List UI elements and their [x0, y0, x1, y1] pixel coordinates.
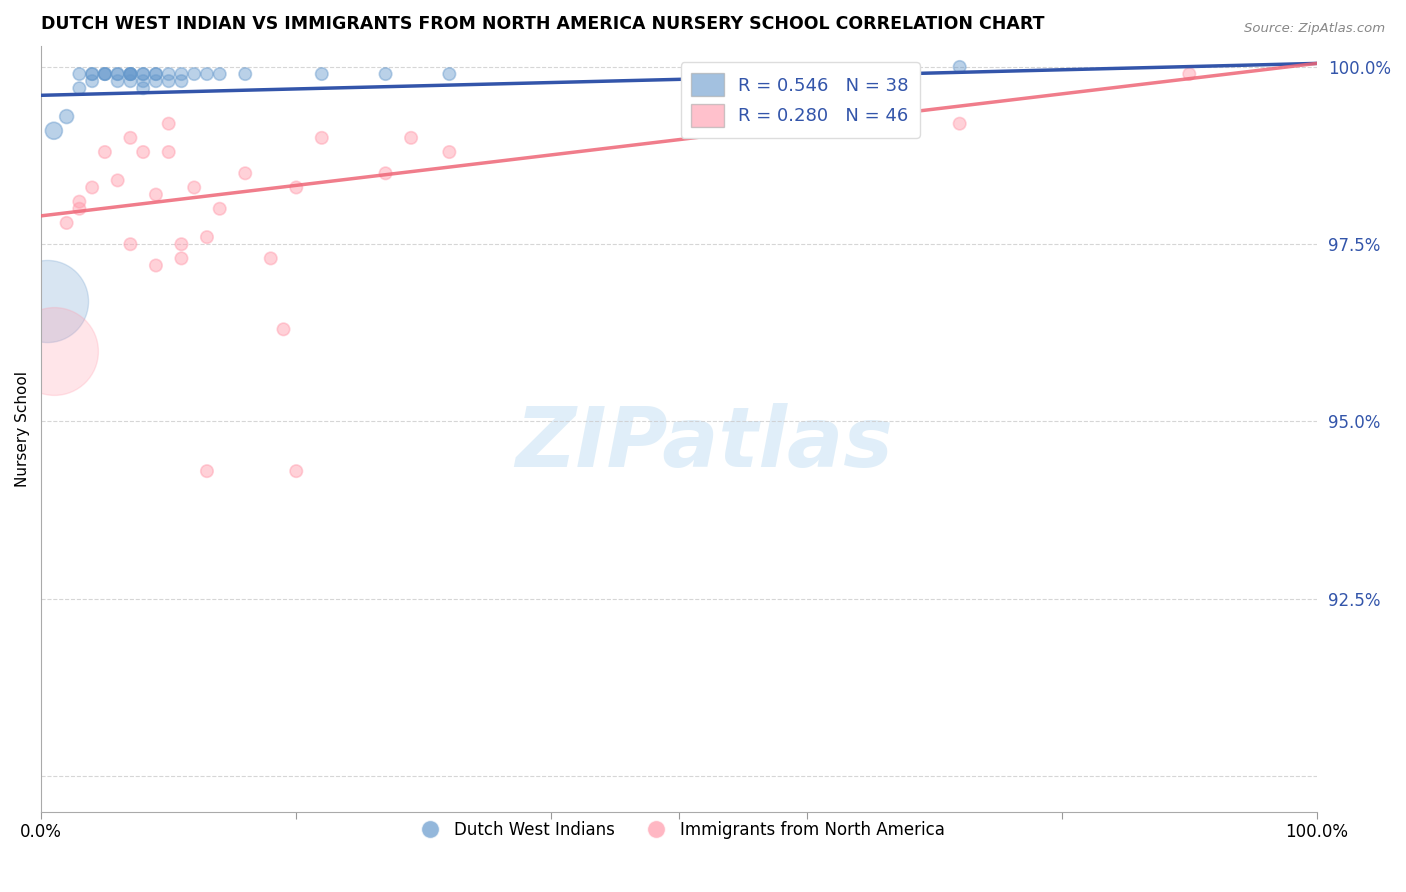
Point [157, 145, 180, 159]
Point [157, 74, 180, 88]
Point [233, 166, 256, 180]
Point [949, 117, 972, 131]
Point [195, 67, 218, 81]
Point [67, 194, 90, 209]
Point [145, 74, 167, 88]
Point [120, 67, 142, 81]
Point [170, 74, 193, 88]
Point [233, 67, 256, 81]
Point [94, 67, 117, 81]
Point [132, 74, 155, 88]
Point [783, 67, 806, 81]
Point [145, 259, 167, 273]
Point [94, 67, 117, 81]
Point [82, 67, 104, 81]
Point [120, 67, 142, 81]
Legend: Dutch West Indians, Immigrants from North America: Dutch West Indians, Immigrants from Nort… [406, 814, 950, 846]
Point [311, 131, 333, 145]
Point [399, 131, 422, 145]
Text: DUTCH WEST INDIAN VS IMMIGRANTS FROM NORTH AMERICA NURSERY SCHOOL CORRELATION CH: DUTCH WEST INDIAN VS IMMIGRANTS FROM NOR… [41, 15, 1045, 33]
Point [1178, 67, 1201, 81]
Point [82, 67, 104, 81]
Point [145, 67, 167, 81]
Point [374, 166, 396, 180]
Point [94, 145, 117, 159]
Point [285, 180, 308, 194]
Point [120, 74, 142, 88]
Point [157, 117, 180, 131]
Point [285, 464, 308, 478]
Point [42, 343, 65, 358]
Point [107, 67, 129, 81]
Point [170, 252, 193, 266]
Point [208, 67, 231, 81]
Point [120, 67, 142, 81]
Point [132, 145, 155, 159]
Point [107, 67, 129, 81]
Point [82, 180, 104, 194]
Point [107, 74, 129, 88]
Point [260, 252, 283, 266]
Point [439, 145, 461, 159]
Point [195, 230, 218, 244]
Point [949, 60, 972, 74]
Point [132, 67, 155, 81]
Point [157, 67, 180, 81]
Text: ZIPatlas: ZIPatlas [516, 403, 893, 484]
Point [273, 322, 295, 336]
Point [183, 67, 205, 81]
Point [82, 74, 104, 88]
Y-axis label: Nursery School: Nursery School [15, 370, 30, 487]
Point [42, 124, 65, 138]
Point [183, 180, 205, 194]
Point [120, 131, 142, 145]
Point [783, 67, 806, 81]
Point [145, 67, 167, 81]
Point [132, 67, 155, 81]
Point [55, 216, 77, 230]
Point [170, 67, 193, 81]
Point [439, 67, 461, 81]
Point [107, 173, 129, 187]
Text: Source: ZipAtlas.com: Source: ZipAtlas.com [1244, 22, 1385, 36]
Point [132, 81, 155, 95]
Point [195, 464, 218, 478]
Point [145, 187, 167, 202]
Point [67, 81, 90, 95]
Point [120, 67, 142, 81]
Point [67, 67, 90, 81]
Point [170, 237, 193, 252]
Point [374, 67, 396, 81]
Point [94, 67, 117, 81]
Point [37, 293, 59, 308]
Point [55, 110, 77, 124]
Point [208, 202, 231, 216]
Point [67, 202, 90, 216]
Point [311, 67, 333, 81]
Point [120, 237, 142, 252]
